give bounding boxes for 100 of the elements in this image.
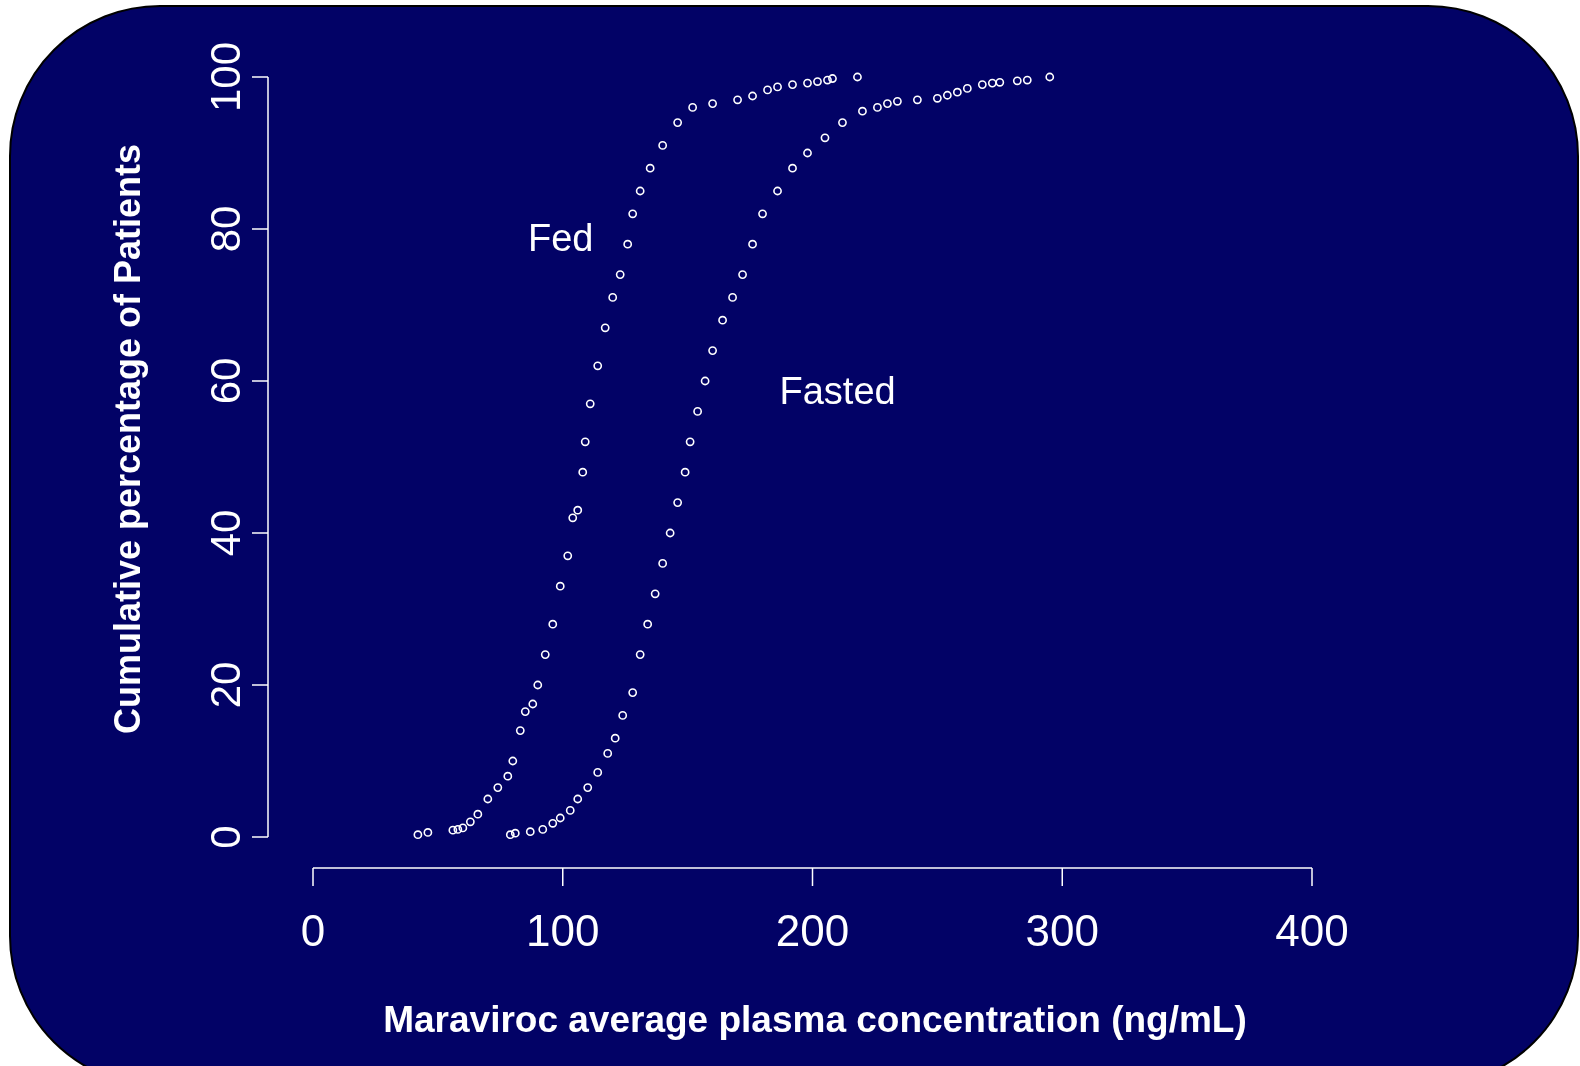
point	[942, 90, 952, 100]
point	[708, 346, 717, 355]
point	[593, 768, 603, 777]
point	[608, 293, 618, 302]
point	[728, 293, 737, 302]
point	[538, 825, 548, 834]
point	[1022, 75, 1032, 85]
point	[448, 825, 458, 835]
point	[995, 77, 1005, 87]
point	[828, 74, 837, 83]
point	[555, 581, 565, 591]
point	[932, 93, 942, 103]
point	[515, 726, 525, 735]
point	[610, 733, 620, 743]
x-tick-label: 400	[1275, 906, 1349, 955]
point	[533, 680, 543, 690]
point	[1012, 76, 1022, 86]
point	[635, 186, 645, 196]
point	[733, 95, 742, 105]
point	[603, 749, 613, 758]
point	[913, 95, 922, 105]
point	[813, 77, 822, 86]
y-tick-label: 80	[202, 205, 249, 253]
point	[508, 756, 518, 766]
x-axis-title: Maraviroc average plasma concentration (ng/mL)	[383, 999, 1247, 1040]
point	[573, 505, 583, 515]
point	[700, 376, 710, 386]
point	[803, 78, 812, 88]
series-label: Fasted	[779, 370, 896, 413]
point	[548, 818, 558, 828]
point	[580, 437, 590, 447]
point	[738, 270, 747, 279]
y-tick-label: 40	[202, 509, 249, 557]
x-tick-label: 200	[775, 906, 850, 955]
point	[635, 650, 645, 659]
point	[548, 619, 558, 629]
point	[555, 813, 565, 823]
point	[593, 361, 603, 371]
point	[583, 783, 593, 792]
point	[520, 707, 530, 716]
point	[525, 827, 535, 837]
point	[853, 72, 862, 82]
point	[510, 828, 520, 838]
point	[893, 96, 902, 106]
point	[505, 830, 515, 840]
point	[673, 118, 683, 127]
point	[623, 239, 633, 249]
point	[773, 186, 782, 196]
point	[788, 163, 797, 173]
point	[643, 619, 653, 629]
point	[645, 163, 655, 173]
y-axis-title: Cumulative percentage of Patients	[107, 143, 148, 735]
point	[483, 794, 493, 804]
point	[578, 467, 588, 477]
point	[628, 209, 638, 219]
point	[820, 133, 830, 143]
point	[748, 239, 757, 249]
point	[838, 118, 847, 127]
point	[685, 437, 695, 447]
point	[528, 699, 538, 709]
point	[773, 82, 782, 92]
point	[718, 315, 727, 325]
point	[540, 650, 550, 659]
point	[883, 99, 892, 108]
point	[465, 817, 475, 827]
point	[758, 209, 767, 219]
x-tick-label: 100	[526, 906, 600, 955]
point	[952, 87, 962, 97]
series-label: Fed	[527, 216, 594, 259]
point	[618, 711, 628, 720]
point	[987, 78, 997, 88]
point	[962, 84, 972, 93]
point	[823, 75, 832, 85]
point	[568, 513, 578, 523]
point	[673, 498, 683, 507]
point	[573, 794, 583, 804]
y-tick-label: 20	[202, 661, 249, 709]
point	[873, 103, 882, 112]
point	[665, 528, 675, 538]
point	[1045, 72, 1055, 82]
y-tick-label: 60	[202, 357, 249, 405]
point	[493, 783, 503, 792]
point	[658, 141, 668, 150]
point	[413, 830, 423, 840]
point	[453, 825, 463, 834]
point	[803, 148, 812, 158]
x-tick-label: 300	[1025, 906, 1099, 955]
point	[650, 589, 660, 599]
point	[458, 823, 468, 833]
point	[628, 688, 638, 697]
point	[565, 806, 575, 815]
y-tick-label: 0	[202, 825, 249, 849]
point	[688, 103, 698, 112]
point	[563, 551, 573, 561]
point	[658, 559, 668, 568]
point	[473, 809, 483, 819]
point	[693, 407, 703, 416]
point	[680, 467, 690, 477]
point	[423, 828, 433, 837]
x-tick-label: 0	[300, 906, 326, 955]
